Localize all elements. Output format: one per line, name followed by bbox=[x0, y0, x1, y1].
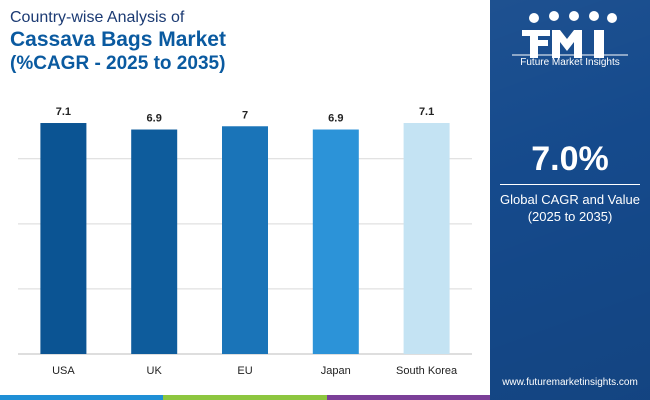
x-tick-label: EU bbox=[237, 365, 252, 377]
bar-south-korea bbox=[403, 123, 450, 354]
bar-chart: 7.1 USA 6.9 UK 7 EU 6.9 Japan 7.1 South Korea bbox=[18, 106, 472, 377]
x-tick-label: South Korea bbox=[396, 365, 458, 377]
side-panel: Future Market Insights 7.0% Global CAGR … bbox=[490, 0, 650, 400]
data-label: 6.9 bbox=[328, 113, 343, 125]
chart-title: Cassava Bags Market bbox=[10, 28, 226, 51]
website-link[interactable]: www.futuremarketinsights.com bbox=[502, 377, 638, 388]
data-label: 7.1 bbox=[419, 106, 434, 118]
bar-eu bbox=[222, 126, 268, 354]
chart-range: (%CAGR - 2025 to 2035) bbox=[10, 53, 226, 74]
bar-usa bbox=[40, 123, 87, 354]
x-tick-label: UK bbox=[147, 365, 163, 377]
x-tick-label: USA bbox=[52, 365, 75, 377]
bar-japan bbox=[312, 129, 359, 354]
fmi-logo-icon bbox=[512, 11, 628, 58]
bar-uk bbox=[131, 129, 178, 354]
cagr-value: 7.0% bbox=[531, 140, 609, 178]
footer-color-strip bbox=[0, 395, 490, 400]
data-label: 6.9 bbox=[147, 113, 162, 125]
footer-strip-blue bbox=[0, 395, 164, 400]
logo-caption: Future Market Insights bbox=[520, 57, 620, 68]
x-tick-label: Japan bbox=[321, 365, 351, 377]
panel-divider bbox=[500, 184, 640, 185]
cagr-label: Global CAGR and Value (2025 to 2035) bbox=[500, 192, 640, 224]
footer-strip-green bbox=[163, 395, 327, 400]
chart-subtitle: Country-wise Analysis of bbox=[10, 9, 185, 26]
footer-strip-purple bbox=[326, 395, 490, 400]
data-label: 7.1 bbox=[56, 106, 71, 118]
chart-title-block: Country-wise Analysis of Cassava Bags Ma… bbox=[10, 8, 480, 75]
data-label: 7 bbox=[242, 109, 248, 121]
